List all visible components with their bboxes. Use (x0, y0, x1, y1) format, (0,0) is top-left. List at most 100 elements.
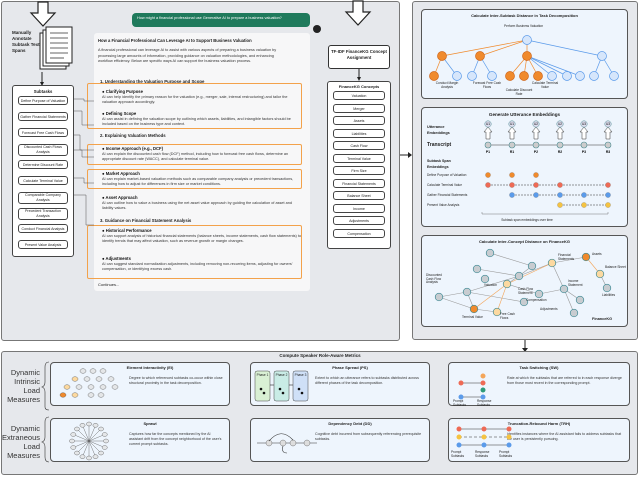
tree-node (99, 384, 107, 390)
sprawl-node (79, 454, 86, 459)
item-title: Defining Scope (105, 111, 137, 116)
extraneous-label: Dynamic Extraneous Load Measures (2, 424, 40, 460)
turn-label: R2 (558, 150, 562, 154)
tree-node (522, 51, 532, 61)
subtask-pill: Define Purpose of Valuation (18, 96, 68, 105)
item-text: AI can help identify the primary reason … (102, 95, 288, 104)
span-embedding-node (509, 192, 515, 198)
continues-label: Continues... (98, 282, 120, 287)
metric-illustration (458, 373, 486, 400)
dependency-arc (282, 445, 288, 454)
dependency-node (279, 439, 287, 447)
subtask-node (506, 434, 512, 440)
phase-card (273, 370, 290, 402)
span-row-label: Gather Financial Statements (427, 193, 468, 197)
metric-description: Degree to which referenced subtasks co-o… (129, 376, 223, 385)
right-arrow-icon (400, 152, 412, 158)
kg-edge (438, 296, 475, 310)
tree-node (95, 376, 103, 382)
sprawl-node (101, 445, 108, 450)
subtask-pill: Discounted Cash Flows Analysis (18, 144, 68, 156)
kg-edge (563, 288, 575, 314)
subtask-node (456, 426, 462, 432)
span-embedding-node (485, 172, 491, 178)
transcript-node (604, 141, 612, 149)
utterance-embedding-node (508, 120, 516, 128)
turn-label: R3 (606, 150, 610, 154)
section-heading: 3. Guidance on Financial Statement Analy… (100, 218, 192, 223)
concept-pill: Compensation (333, 228, 385, 238)
metric-title: Truncation-Rebound Harm (TRH) (507, 421, 571, 426)
brace (481, 212, 609, 215)
phase-label: Phase 2 (275, 373, 288, 377)
tree-edge (526, 55, 568, 77)
transcript-node (484, 141, 492, 149)
utterance-embedding-node (580, 120, 588, 128)
sprawl-edge (88, 434, 104, 442)
tree-node (89, 368, 97, 374)
item-title: Income Approach (e.g., DCF) (105, 146, 164, 151)
sprawl-node (70, 445, 77, 450)
tree-node (505, 71, 515, 81)
phase-dot (281, 391, 285, 395)
tree-node (562, 71, 572, 81)
tree-node (437, 51, 447, 61)
metric-illustration (69, 421, 109, 461)
kg-node (502, 279, 512, 289)
tree-node (71, 392, 79, 398)
item-text: AI can outline how to value a business u… (102, 201, 292, 210)
sprawl-node (92, 454, 99, 459)
emb-footer: Subtask span embeddings over time (501, 218, 553, 222)
tree-node (87, 392, 95, 398)
dependency-node (289, 439, 297, 447)
subtask-pill: Calculate Terminal Value (18, 176, 68, 185)
item-text: AI can assist in defining the valuation … (102, 117, 291, 126)
concept-pill: Firm Size (333, 166, 385, 175)
item-text: AI can support analysis of historical fi… (102, 234, 302, 243)
metric-title: Sprawl (143, 421, 157, 426)
concept-pill: Balance Sheet (333, 191, 385, 200)
tree-node (467, 71, 477, 81)
span-embedding-node (533, 182, 539, 188)
kg-node-label: Balance Sheet (605, 265, 626, 269)
span-embeddings-label: Subtask Span Embeddings (427, 159, 451, 169)
phase-dot (262, 391, 266, 395)
embed-arrow-icon (531, 126, 541, 140)
kg-node-label: Compensation (526, 298, 547, 302)
response-intro: A financial professional can leverage AI… (98, 48, 277, 64)
utterance-label: U3 (606, 122, 610, 126)
financekg-box: Calculate Inter-Concept Distance on Fina… (421, 235, 628, 327)
subtask-node (458, 380, 464, 386)
metric-box: Dependency Debt (DD) Cognitive debt incur… (250, 418, 430, 462)
kg-node (527, 261, 537, 271)
metric-illustration (257, 433, 317, 454)
document-stack-icon (39, 26, 73, 70)
kg-footer: FinanceKG (592, 317, 613, 321)
kg-edge (473, 283, 508, 310)
phase-card (292, 370, 309, 402)
span-embedding-node (557, 202, 563, 208)
kg-node (469, 304, 479, 314)
embed-arrow-icon (579, 126, 589, 140)
phase-card (254, 370, 271, 402)
metric-description: Rate at which the subtasks that are refe… (507, 376, 622, 385)
tree-node (99, 368, 107, 374)
tree-edge (526, 55, 553, 77)
metric-box: Phase Spread (PS) Extent to which an utte… (250, 362, 430, 406)
sprawl-edge (74, 440, 90, 448)
subtask-span-connectors (74, 98, 94, 226)
phase-dot (297, 387, 301, 391)
tree-root-label: Perform Business Valuation (504, 24, 544, 28)
response-item: ● Asset Approach AI can outline how to va… (102, 195, 292, 210)
concept-pill: Valuation (333, 91, 385, 100)
embed-arrow-icon (507, 126, 517, 140)
finance-kg-graph (434, 248, 612, 318)
sprawl-edge (88, 429, 101, 442)
down-arrow-icon (29, 1, 57, 27)
span-embedding-node (605, 182, 611, 188)
transcript-node (508, 141, 516, 149)
item-title: Market Approach (105, 171, 140, 176)
axis-label: Response Subtasks (477, 399, 492, 407)
dependency-node (303, 439, 311, 447)
tree-node (519, 71, 529, 81)
